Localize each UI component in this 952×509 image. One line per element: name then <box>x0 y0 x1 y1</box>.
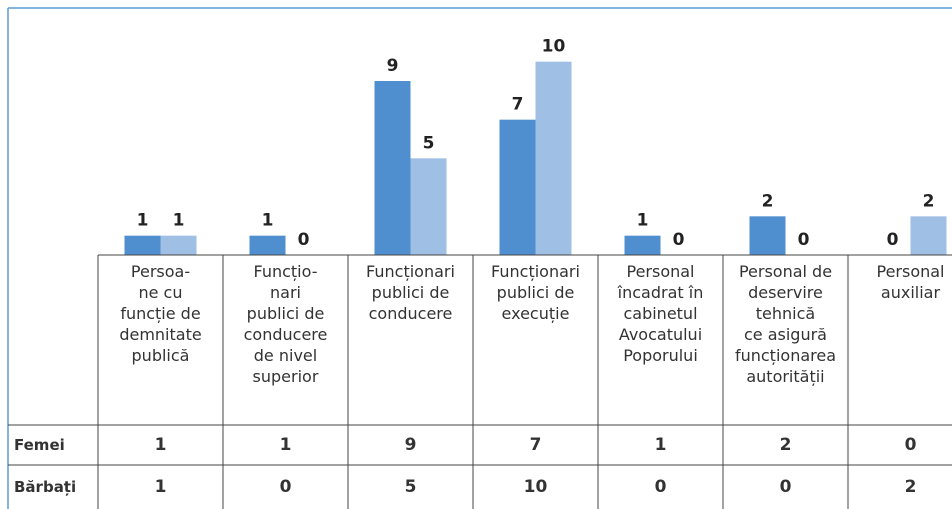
bar <box>410 158 447 255</box>
table-value: 1 <box>154 434 167 455</box>
bar <box>249 235 286 255</box>
bar <box>624 235 661 255</box>
table-value: 0 <box>904 434 917 455</box>
category-label: Persoa- ne cu funcție de demnitate publi… <box>119 262 202 365</box>
bar <box>499 119 536 256</box>
table-value: 2 <box>904 476 917 497</box>
table-value: 7 <box>529 434 542 455</box>
bar <box>374 81 411 255</box>
table-value: 1 <box>654 434 667 455</box>
table-value: 1 <box>279 434 292 455</box>
bar <box>910 216 947 255</box>
legend-label: Bărbați <box>14 477 77 496</box>
value-label: 0 <box>887 230 899 250</box>
bar <box>749 216 786 255</box>
legend-label: Femei <box>14 435 65 454</box>
category-label: Personal încadrat în cabinetul Avocatulu… <box>617 262 704 365</box>
table-value: 2 <box>779 434 792 455</box>
value-label: 0 <box>798 230 810 250</box>
value-label: 1 <box>173 211 185 231</box>
value-label: 0 <box>673 230 685 250</box>
table-value: 0 <box>654 476 667 497</box>
bar <box>535 61 572 255</box>
value-label: 1 <box>637 211 649 231</box>
value-label: 1 <box>262 211 274 231</box>
table-value: 1 <box>154 476 167 497</box>
category-label: Funcționari publici de execuție <box>491 262 580 323</box>
table-value: 0 <box>779 476 792 497</box>
value-label: 0 <box>298 230 310 250</box>
table-value: 10 <box>523 476 548 497</box>
value-label: 7 <box>512 95 524 115</box>
value-label: 10 <box>542 37 566 57</box>
table-value: 0 <box>279 476 292 497</box>
category-label: Personal auxiliar <box>876 262 945 302</box>
category-label: Personal de deservire tehnică ce asigură… <box>734 262 837 386</box>
value-label: 2 <box>923 191 935 211</box>
table-value: 9 <box>404 434 417 455</box>
value-label: 5 <box>423 133 435 153</box>
table-value: 5 <box>404 476 417 497</box>
bar <box>160 235 197 255</box>
value-label: 2 <box>762 191 774 211</box>
category-label: Funcționari publici de conducere <box>366 262 455 323</box>
value-label: 9 <box>387 56 399 76</box>
value-label: 1 <box>137 211 149 231</box>
category-label: Funcțio- nari publici de conducere de ni… <box>243 262 328 386</box>
bar <box>124 235 161 255</box>
